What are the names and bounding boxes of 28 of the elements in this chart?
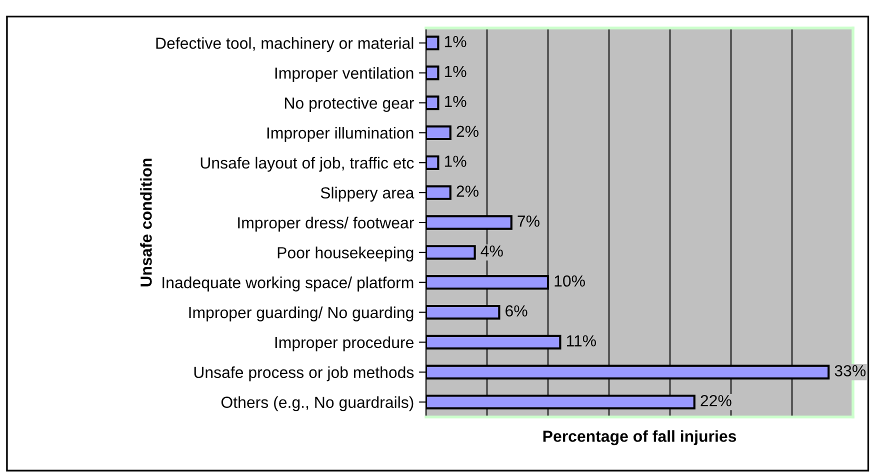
data-label: 1%: [444, 96, 466, 108]
y-tick-label: No protective gear: [285, 97, 414, 112]
data-label: 1%: [444, 36, 466, 48]
y-tick-label: Defective tool, machinery or material: [156, 37, 414, 52]
y-tick-label: Improper procedure: [275, 336, 414, 352]
y-tick-label: Unsafe layout of job, traffic etc: [200, 156, 414, 172]
data-label: 22%: [700, 395, 732, 406]
data-label: 7%: [518, 216, 540, 227]
data-label: 11%: [566, 335, 596, 346]
y-tick-label: Improper guarding/ No guarding: [189, 306, 414, 322]
y-tick-label: Improper dress/ footwear: [238, 216, 414, 232]
data-label: 1%: [444, 156, 466, 167]
y-tick-label: Improper illumination: [267, 126, 414, 142]
x-axis-title: Percentage of fall injuries: [543, 430, 736, 446]
data-label: 4%: [480, 245, 503, 257]
y-tick-label: Inadequate working space/ platform: [162, 276, 414, 292]
data-label: 1%: [444, 66, 466, 78]
data-label: 10%: [554, 275, 585, 287]
y-tick-label: Slippery area: [320, 186, 414, 202]
data-label: 33%: [834, 365, 866, 376]
data-label: 2%: [456, 126, 478, 137]
data-label: 2%: [456, 186, 478, 197]
y-tick-label: Poor housekeeping: [278, 246, 414, 262]
y-tick-label: Improper ventilation: [275, 67, 414, 82]
y-tick-label: Unsafe process or job methods: [194, 366, 414, 382]
data-label: 6%: [506, 305, 528, 317]
y-axis-title: Unsafe condition: [140, 158, 152, 286]
y-tick-label: Others (e.g., No guardrails): [221, 396, 414, 412]
